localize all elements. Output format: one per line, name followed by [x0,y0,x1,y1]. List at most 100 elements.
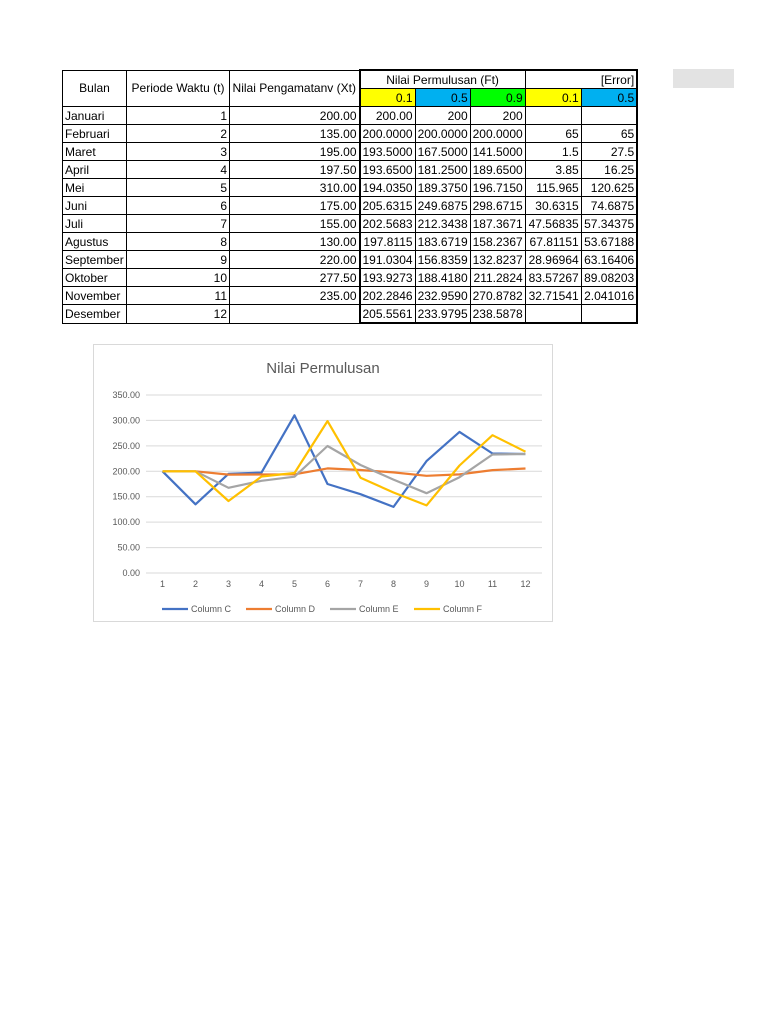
table-cell: 191.0304 [358,250,416,269]
table-cell: 2 [126,124,230,143]
series-line-column-c [161,414,526,508]
x-tick-label: 7 [358,579,363,589]
table-cell: 2.041016 [580,286,639,305]
table-cell: 270.8782 [469,286,526,305]
table-cell: 188.4180 [414,268,471,287]
table-cell: Februari [62,124,127,143]
table-row: Mei 5 310.00 194.0350 189.3750 196.7150 115.96… [62,178,639,197]
y-tick-label: 0.00 [122,568,140,578]
y-tick-label: 350.00 [112,390,140,400]
table-row: April 4 197.50 193.6500 181.2500 189.6500 3.85… [62,160,639,179]
table-cell: Januari [62,106,127,125]
table-cell: April [62,160,127,179]
y-tick-label: 200.00 [112,466,140,476]
table-cell: 115.965 [524,178,582,197]
x-tick-label: 11 [488,579,497,589]
table-cell: 5 [126,178,230,197]
alpha-cell: 0.9 [469,88,526,107]
y-tick-label: 150.00 [112,492,140,502]
table-cell [580,106,639,125]
table-row: Oktober 10 277.50 193.9273 188.4180 211.2824 8… [62,268,639,287]
x-tick-label: 5 [292,579,297,589]
y-tick-label: 50.00 [117,543,140,553]
table-cell: 63.16406 [580,250,639,269]
table-cell: 132.8237 [469,250,526,269]
table-cell: 156.8359 [414,250,471,269]
table-cell: 141.5000 [469,142,526,161]
table-cell: 120.625 [580,178,639,197]
table-cell: 1.5 [524,142,582,161]
chart-svg: Nilai Permulusan 0.00 50.00 100.00 150.00 20… [112,360,542,614]
table-cell: November [62,286,127,305]
table-cell: 220.00 [229,250,360,269]
table-cell: 47.56835 [524,214,582,233]
table-cell: 3.85 [524,160,582,179]
table-cell: 200.0000 [469,124,526,143]
table-cell: September [62,250,127,269]
table-cell: 9 [126,250,230,269]
table-cell: 1 [126,106,230,125]
header-pengamatan: Nilai Pengamatanv (Xt) [229,69,360,107]
x-tick-label: 3 [226,579,231,589]
table-cell: 6 [126,196,230,215]
table-cell: 189.3750 [414,178,471,197]
y-tick-label: 300.00 [112,415,140,425]
y-tick-label: 100.00 [112,517,140,527]
table-cell: 202.5683 [358,214,416,233]
table-cell: 238.5878 [469,304,526,324]
table-row: Juni 6 175.00 205.6315 249.6875 298.6715 30.63… [62,196,639,215]
table-cell [524,106,582,125]
table-row: Februari 2 135.00 200.0000 200.0000 200.0000 6… [62,124,639,143]
table-cell: 65 [580,124,639,143]
series-line-column-e [162,444,526,495]
x-tick-label: 6 [325,579,330,589]
table-cell: 12 [126,304,230,324]
table-cell: 194.0350 [358,178,416,197]
table-row: Agustus 8 130.00 197.8115 183.6719 158.2367 67… [62,232,639,251]
table-cell: 205.5561 [358,304,416,324]
table-cell: 310.00 [229,178,360,197]
x-tick-label: 12 [520,579,530,589]
table-cell: 167.5000 [414,142,471,161]
table-cell: 197.8115 [358,232,416,251]
table-cell: 233.9795 [414,304,471,324]
table-cell: 130.00 [229,232,360,251]
table-cell: 249.6875 [414,196,471,215]
table-cell: Juni [62,196,127,215]
table-row: Desember 12 205.5561 233.9795 238.5878 [62,304,639,324]
table-cell: 65 [524,124,582,143]
table-cell: 27.5 [580,142,639,161]
table-cell: Mei [62,178,127,197]
x-tick-label: 4 [259,579,264,589]
table-cell: 32.71541 [524,286,582,305]
header-permulusan: Nilai Permulusan (Ft) [358,69,526,89]
table-cell: Desember [62,304,127,324]
table-cell: 8 [126,232,230,251]
table-cell: 10 [126,268,230,287]
legend-label: Column C [191,604,232,614]
table-cell: 298.6715 [469,196,526,215]
table-cell: 197.50 [229,160,360,179]
table-cell: 28.96964 [524,250,582,269]
header-periode: Periode Waktu (t) [126,69,230,107]
table-cell: 200 [469,106,526,125]
legend-label: Column E [359,604,399,614]
table-cell: Maret [62,142,127,161]
table-row: Januari 1 200.00 200.00 200 200 [62,106,639,125]
alpha-cell: 0.1 [524,88,582,107]
table-cell [229,304,360,324]
table-cell: 155.00 [229,214,360,233]
x-tick-label: 10 [454,579,464,589]
table-cell: 11 [126,286,230,305]
table-cell: 212.3438 [414,214,471,233]
table-cell: 183.6719 [414,232,471,251]
alpha-cell: 0.5 [580,88,639,107]
table-cell [580,304,639,324]
legend-label: Column F [443,604,483,614]
table-cell: 3 [126,142,230,161]
table-cell: 187.3671 [469,214,526,233]
table-cell: 83.57267 [524,268,582,287]
table-cell: 74.6875 [580,196,639,215]
table-cell: Juli [62,214,127,233]
series-line-column-f [162,419,526,507]
